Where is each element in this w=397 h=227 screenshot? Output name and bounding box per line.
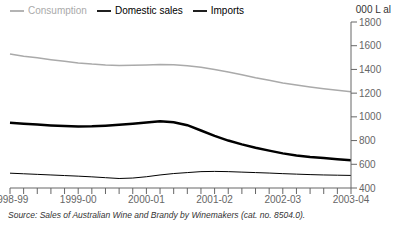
svg-text:2002-03: 2002-03: [264, 194, 301, 205]
html-text:Source: Sales of Australian Wi: Source: Sales of Australian Wine and Bra…: [8, 210, 306, 220]
svg-text:400: 400: [359, 183, 376, 194]
svg-text:2003-04: 2003-04: [333, 194, 370, 205]
svg-text:600: 600: [359, 159, 376, 170]
html-text:Imports: Imports: [210, 4, 245, 16]
svg-text:2000-01: 2000-01: [128, 194, 165, 205]
svg-text:2001-02: 2001-02: [196, 194, 233, 205]
svg-text:1200: 1200: [359, 88, 382, 99]
svg-text:1999-00: 1999-00: [60, 194, 97, 205]
svg-text:1000: 1000: [359, 111, 382, 122]
html-text:000 L al: 000 L al: [355, 4, 391, 15]
html-text:Domestic sales: Domestic sales: [114, 4, 183, 16]
svg-text:1600: 1600: [359, 40, 382, 51]
html-text:Consumption: Consumption: [28, 4, 87, 16]
svg-text:1400: 1400: [359, 64, 382, 75]
svg-text:800: 800: [359, 135, 376, 146]
svg-text:1800: 1800: [359, 17, 382, 28]
svg-text:1998-99: 1998-99: [8, 194, 29, 205]
